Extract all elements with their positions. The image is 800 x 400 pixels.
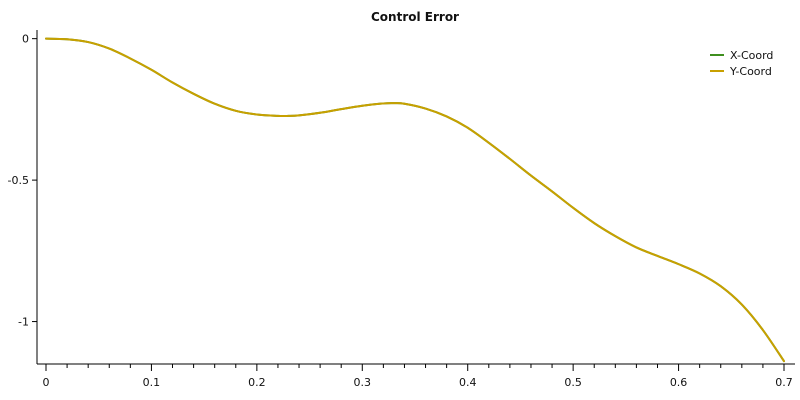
legend-label: Y-Coord xyxy=(729,65,772,78)
axes: 0 -0.5 -1 0 0.1 0.2 0.3 0.4 0.5 0.6 0.7 xyxy=(8,30,795,389)
x-tick-label: 0.3 xyxy=(354,376,372,389)
x-ticks: 0 0.1 0.2 0.3 0.4 0.5 0.6 0.7 xyxy=(43,364,793,389)
x-tick-label: 0.5 xyxy=(564,376,582,389)
series-layer xyxy=(45,37,785,363)
x-tick-label: 0.4 xyxy=(459,376,477,389)
legend: X-Coord Y-Coord xyxy=(710,49,773,78)
series-line-0 xyxy=(45,37,785,363)
legend-label: X-Coord xyxy=(730,49,773,62)
x-tick-label: 0.6 xyxy=(670,376,688,389)
y-tick-label: 0 xyxy=(22,33,29,46)
y-ticks: 0 -0.5 -1 xyxy=(8,33,37,329)
x-tick-label: 0.7 xyxy=(775,376,793,389)
chart-title: Control Error xyxy=(371,10,459,24)
x-tick-label: 0.1 xyxy=(143,376,161,389)
x-tick-label: 0.2 xyxy=(248,376,266,389)
series-line-1 xyxy=(45,37,785,363)
y-tick-label: -0.5 xyxy=(8,174,29,187)
x-tick-label: 0 xyxy=(43,376,50,389)
y-tick-label: -1 xyxy=(18,316,29,329)
